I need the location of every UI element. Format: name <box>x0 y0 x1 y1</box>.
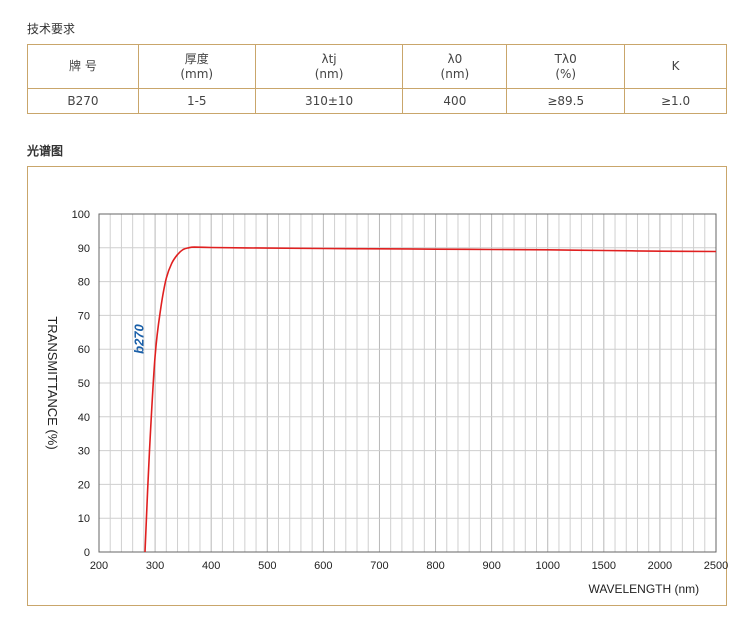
cell-grade: B270 <box>27 88 139 114</box>
header-cell-k: K <box>624 44 727 89</box>
y-tick-label: 10 <box>78 513 90 525</box>
table-header-row: 牌 号 厚度 (mm) λtj (nm) λ0 (nm) Tλ0 (%) K <box>27 44 727 89</box>
y-tick-label: 80 <box>78 277 90 289</box>
spec-table: 牌 号 厚度 (mm) λtj (nm) λ0 (nm) Tλ0 (%) K B270 … <box>27 44 727 114</box>
y-tick-label: 100 <box>72 209 90 221</box>
table-row: B270 1-5 310±10 400 ≥89.5 ≥1.0 <box>27 88 727 114</box>
transmittance-chart: 0 10 20 30 40 50 60 70 80 90 100 200 300 400 500 600 70… <box>45 209 728 596</box>
y-tick-label: 30 <box>78 446 90 458</box>
x-tick-label: 800 <box>426 560 444 572</box>
x-tick-label: 2000 <box>648 560 672 572</box>
x-tick-label: 300 <box>146 560 164 572</box>
cell-lambda0: 400 <box>402 88 508 114</box>
header-cell-thickness: 厚度 (mm) <box>137 44 256 89</box>
series-line-b270 <box>144 246 717 553</box>
x-tick-label: 700 <box>370 560 388 572</box>
x-tick-label: 600 <box>314 560 332 572</box>
x-tick-label: 200 <box>90 560 108 572</box>
spectrum-title: 光谱图 <box>27 144 64 158</box>
cell-thickness: 1-5 <box>137 88 256 114</box>
plot-border <box>98 213 717 553</box>
header-cell-cutoff-wavelength: λtj (nm) <box>254 44 404 89</box>
chart-frame: 0 10 20 30 40 50 60 70 80 90 100 200 300 400 500 600 70… <box>27 166 728 606</box>
y-tick-labels: 0 10 20 30 40 50 60 70 80 90 100 <box>72 209 90 559</box>
y-tick-label: 60 <box>78 344 90 356</box>
y-tick-label: 70 <box>78 310 90 322</box>
series-label-b270: b270 <box>131 323 146 353</box>
x-tick-label: 1000 <box>535 560 559 572</box>
y-tick-label: 20 <box>78 479 90 491</box>
x-tick-label: 400 <box>202 560 220 572</box>
y-tick-label: 40 <box>78 412 90 424</box>
header-cell-lambda0: λ0 (nm) <box>402 44 508 89</box>
tech-requirements-title: 技术要求 <box>27 22 76 36</box>
y-axis-label: TRANSMITTANCE (%) <box>45 316 60 449</box>
grid-major <box>98 214 717 552</box>
header-cell-transmittance: Tλ0 (%) <box>506 44 626 89</box>
x-tick-label: 2500 <box>704 560 728 572</box>
y-tick-label: 50 <box>78 378 90 390</box>
cell-cutoff: 310±10 <box>254 88 404 114</box>
x-axis-label: WAVELENGTH (nm) <box>588 582 699 596</box>
cell-transmittance: ≥89.5 <box>506 88 626 114</box>
x-tick-label: 500 <box>258 560 276 572</box>
x-tick-label: 1500 <box>592 560 616 572</box>
cell-k: ≥1.0 <box>624 88 727 114</box>
x-tick-labels: 200 300 400 500 600 700 800 900 1000 1500 2000 2500 <box>90 560 728 572</box>
header-cell-grade: 牌 号 <box>27 44 139 89</box>
y-tick-label: 90 <box>78 243 90 255</box>
y-tick-label: 0 <box>84 547 90 559</box>
x-tick-label: 900 <box>482 560 500 572</box>
